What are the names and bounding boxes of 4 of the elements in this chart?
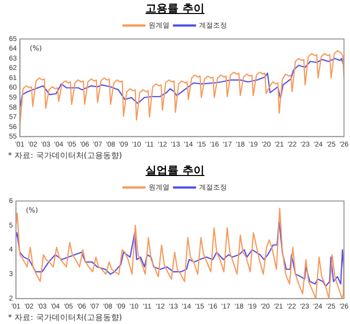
text: * 자료: 국가데이터처(고용동향) [7,150,124,162]
text: * 자료: 국가데이터처(고용동향) [7,312,124,324]
chart-title: 실업률 추이 [144,163,206,179]
chart-title: 고용률 추이 [144,1,206,17]
